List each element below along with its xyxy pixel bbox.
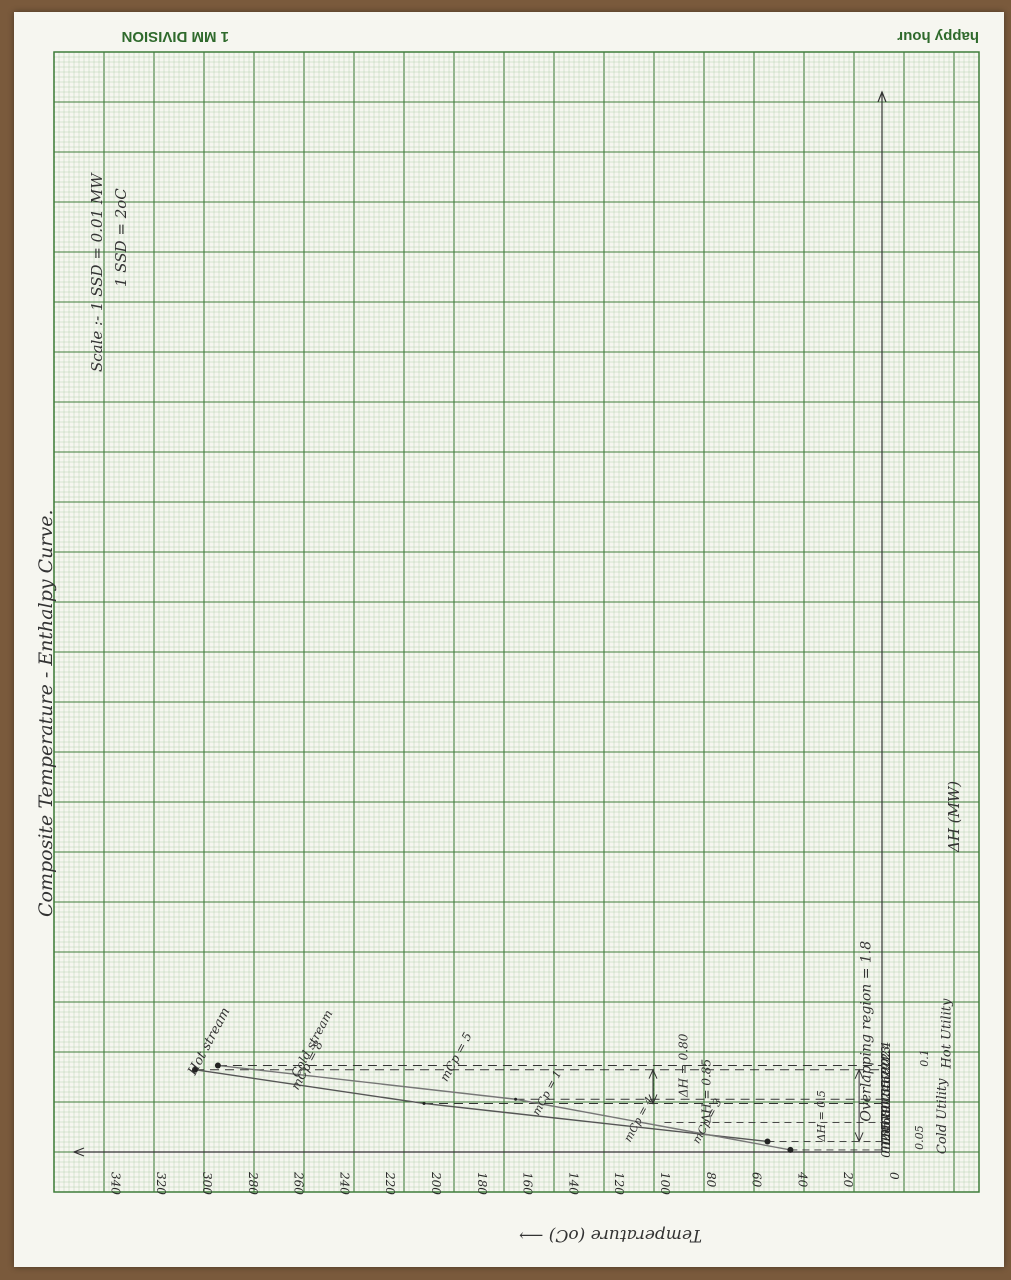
cold-utility-label: Cold Utility — [935, 1078, 950, 1154]
x-tick-label: 2.2 — [879, 1050, 893, 1070]
y-tick-label: 120 — [612, 1172, 626, 1195]
x-axis-label: ΔH (MW) — [945, 781, 963, 853]
x-tick-label: 0.3 — [879, 1130, 893, 1149]
x-tick-label: 1.8 — [879, 1067, 893, 1086]
cold-stream-point — [787, 1146, 794, 1153]
x-tick-label: 1.1 — [879, 1096, 893, 1115]
brand-text: happy hour — [897, 28, 979, 45]
y-tick-label: 280 — [246, 1171, 260, 1195]
y-tick-label: 80 — [704, 1172, 718, 1188]
cold-stream-point — [514, 1097, 518, 1101]
cold-stream-point — [214, 1062, 221, 1069]
dh-mid-label: ΔH = 0.85 — [699, 1059, 713, 1124]
y-tick-label: 260 — [292, 1171, 306, 1195]
x-tick-label: 2.1 — [879, 1054, 893, 1074]
y-tick-label: 20 — [841, 1171, 855, 1188]
x-tick-label: 0.8 — [879, 1109, 893, 1128]
x-tick-label: 0.9 — [879, 1105, 893, 1124]
y-tick-label: 340 — [108, 1172, 122, 1195]
y-axis-arrow — [72, 1147, 85, 1157]
x-tick-label: 1.7 — [879, 1071, 893, 1090]
hot-utility-label: Hot Utility — [940, 998, 955, 1069]
y-tick-label: 300 — [200, 1172, 214, 1195]
x-tick-label: 1.6 — [879, 1075, 893, 1094]
x-tick-label: 1.9 — [879, 1062, 893, 1081]
chart-title: Composite Temperature - Enthalpy Curve. — [35, 509, 57, 917]
overlap-label: Overlapping region = 1.8 — [859, 941, 875, 1122]
x-tick-label: 1.0 — [879, 1100, 893, 1119]
y-tick-label: 220 — [383, 1171, 397, 1195]
x-tick-label: 1.2 — [879, 1092, 893, 1111]
axes — [72, 90, 887, 1157]
y-tick-labels: 0 20 40 60 80 100 120 140 160 180 200 220 240 260 280 3… — [108, 1171, 901, 1195]
y-tick-label: 40 — [795, 1171, 809, 1188]
x-tick-label: 0.5 — [879, 1122, 893, 1141]
y-tick-label: 60 — [750, 1172, 764, 1188]
composite-curve-chart: happy hour 1 MM DIVISION 0.10.20.30.40.5… — [35, 28, 980, 1245]
graph-paper-sheet: happy hour 1 MM DIVISION 0.1 0.2 0.3 0.4 0.5… — [14, 12, 1004, 1267]
x-tick-labels: 0.10.20.30.40.50.60.70.80.91.01.11.21.31… — [879, 1042, 893, 1158]
guide-lines — [195, 1064, 882, 1151]
hot-stream-point — [192, 1066, 198, 1073]
dh-top-label: ΔH = 0.80 — [676, 1033, 690, 1098]
dh-low-label: ΔH = 0.5 — [815, 1090, 828, 1142]
dh-top-arrow-tail — [648, 1094, 658, 1105]
y-tick-label: 240 — [337, 1171, 351, 1195]
hot-stream-point — [422, 1101, 426, 1105]
scale-note-1: Scale :- 1 SSD = 0.01 MW — [88, 172, 106, 372]
x-tick-label: 2.3 — [879, 1045, 893, 1065]
overlap-arrow-tail — [854, 1132, 864, 1143]
x-tick-label: 2.4 — [879, 1042, 893, 1062]
x-tick-label: 0.1 — [879, 1139, 893, 1158]
hot-utility-value: 0.1 — [918, 1049, 931, 1067]
y-tick-label: 160 — [521, 1172, 535, 1195]
y-tick-label: 0 — [887, 1172, 901, 1180]
x-tick-label: 0.4 — [879, 1126, 893, 1145]
y-axis-label: Temperature (oC) ⟶ — [519, 1225, 702, 1245]
x-tick-label: 1.5 — [879, 1080, 893, 1099]
x-tick-label: 1.4 — [879, 1084, 893, 1103]
overlap-arrow-head — [854, 1068, 864, 1079]
cold-utility-value: 0.05 — [913, 1125, 926, 1150]
scale-note-2: 1 SSD = 2oC — [112, 188, 130, 287]
x-tick-label: 1.3 — [879, 1088, 893, 1107]
x-tick-label: 0.2 — [879, 1134, 893, 1153]
y-tick-label: 140 — [566, 1172, 580, 1195]
series-lines — [192, 1062, 794, 1153]
grid-border — [53, 51, 980, 1193]
division-text: 1 MM DIVISION — [121, 28, 229, 45]
x-tick-label: 0.6 — [879, 1117, 893, 1136]
x-axis-arrow — [877, 90, 887, 103]
y-tick-label: 200 — [429, 1171, 443, 1195]
y-tick-label: 320 — [154, 1172, 168, 1195]
graph-grid — [53, 51, 980, 1193]
x-tick-label: 0.7 — [879, 1113, 893, 1132]
x-tick-label: 2.0 — [879, 1058, 893, 1078]
hot-stream-point — [764, 1138, 771, 1145]
y-tick-label: 100 — [658, 1172, 672, 1195]
dh-top-arrow-head — [648, 1068, 658, 1079]
y-tick-label: 180 — [475, 1172, 489, 1195]
